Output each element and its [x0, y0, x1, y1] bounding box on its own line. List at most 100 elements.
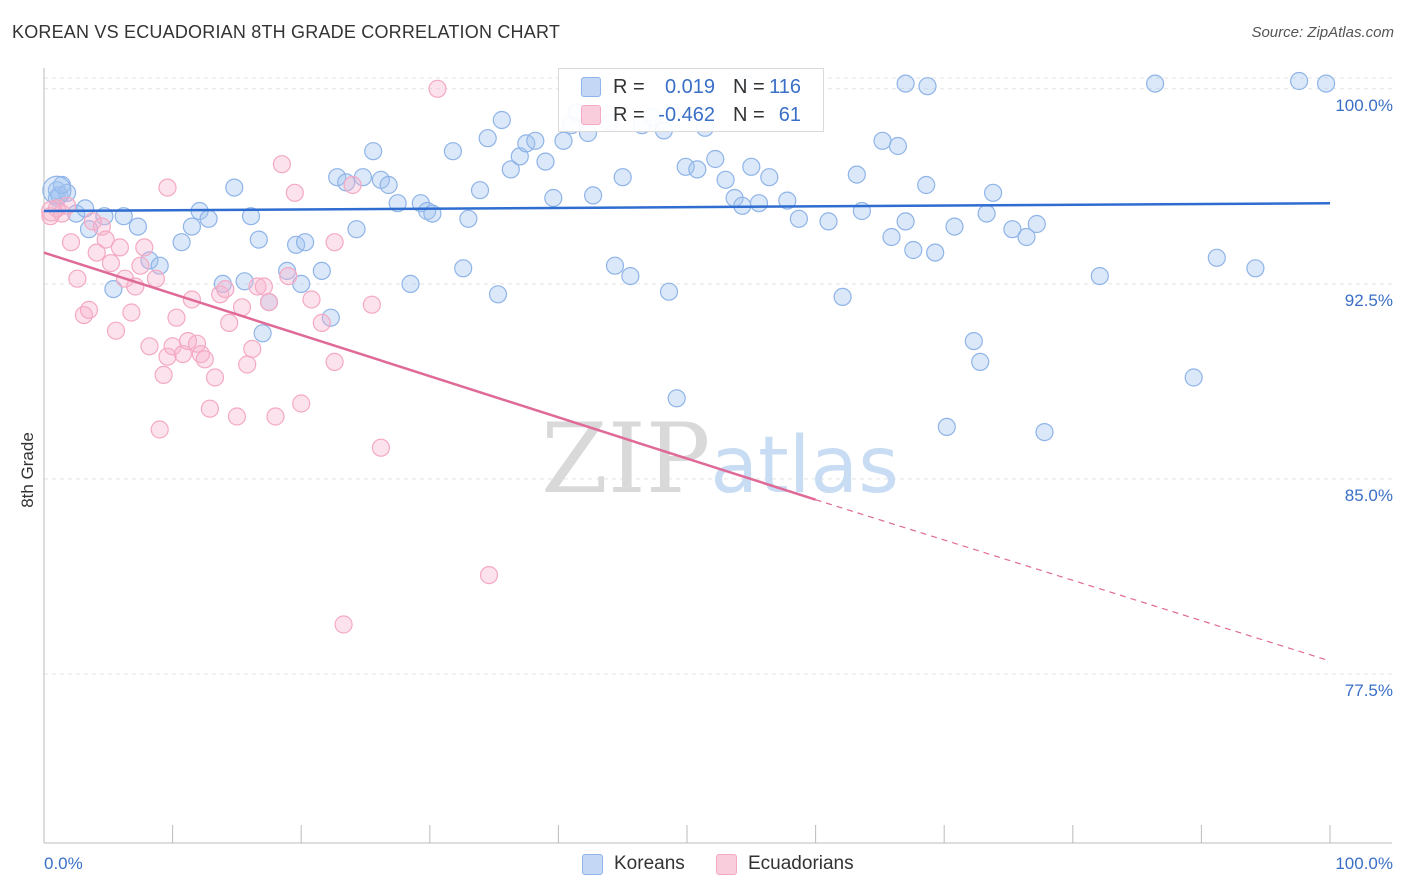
korean-point-76 [742, 157, 761, 176]
korean-point-28 [312, 261, 331, 280]
legend-row-ecuadorians: R = -0.462 N = 61 [559, 102, 823, 128]
korean-point-96 [977, 204, 996, 223]
korean-point-7 [95, 207, 114, 226]
ecuadorian-point-20 [140, 337, 159, 356]
ecuadorian-point-37 [220, 313, 239, 332]
ecuadorian-point-26 [167, 308, 186, 327]
x-tick-label-max: 100.0% [1335, 854, 1393, 873]
korean-point-34 [364, 142, 383, 161]
korean-point-63 [621, 267, 640, 286]
ecuadorian-point-18 [131, 256, 150, 275]
korean-point-95 [971, 352, 990, 371]
ecuadorian-point-59 [428, 79, 447, 98]
korean-r-value: 0.019 [664, 76, 715, 98]
ecuadorian-point-46 [272, 155, 291, 174]
korean-point-105 [1246, 259, 1265, 278]
korean-point-93 [945, 217, 964, 236]
ecuadorian-point-48 [285, 183, 304, 202]
ecuadorian-point-44 [259, 293, 279, 312]
ecuadorian-point-60 [158, 178, 177, 197]
ecuadorian-point-40 [238, 355, 257, 374]
watermark: ZIPatlas [541, 403, 899, 515]
ecuadorian-point-33 [200, 399, 219, 418]
ecuadorian-point-16 [122, 303, 141, 322]
ecuadorian-point-43 [254, 277, 273, 296]
ecuadorian-point-49 [292, 394, 311, 413]
ecuadorian-legend-label: Ecuadorians [748, 853, 854, 874]
ecuadorian-trend-line [43, 251, 816, 501]
korean-point-36 [379, 175, 398, 195]
korean-point-80 [789, 209, 809, 228]
ecuadorian-point-56 [362, 295, 381, 314]
ecuadorian-point-21 [146, 269, 165, 288]
korean-point-4 [67, 204, 86, 223]
korean-point-86 [882, 227, 901, 247]
korean-point-91 [926, 243, 945, 262]
korean-point-52 [526, 131, 545, 150]
korean-point-83 [847, 165, 866, 184]
stats-legend: R = 0.019 N = 116 R = -0.462 N = 61 [558, 68, 824, 132]
korean-point-20 [241, 207, 261, 226]
ecuadorian-point-42 [248, 277, 267, 296]
korean-point-87 [888, 136, 908, 156]
korean-point-100 [1027, 214, 1046, 234]
chart-title: KOREAN VS ECUADORIAN 8TH GRADE CORRELATI… [12, 22, 561, 42]
ecuadorian-trend-extension [815, 499, 1331, 662]
ecuadorian-r-value: -0.462 [658, 104, 715, 126]
n-label: N = [733, 104, 765, 126]
series-legend: Koreans Ecuadorians [0, 851, 1406, 877]
korean-point-72 [706, 149, 725, 169]
korean-point-97 [983, 183, 1003, 202]
korean-point-29 [321, 308, 340, 327]
ecuadorian-points [41, 79, 499, 634]
ecuadorian-point-58 [479, 565, 499, 585]
y-tick-label-0: 77.5% [1345, 681, 1393, 700]
korean-point-13 [172, 233, 191, 252]
korean-point-37 [388, 194, 407, 213]
ecuadorian-point-11 [96, 230, 115, 249]
korean-point-48 [492, 110, 511, 130]
korean-point-53 [536, 152, 555, 171]
ecuadorian-swatch [581, 105, 601, 125]
n-label: N = [733, 76, 765, 98]
ecuadorian-point-30 [187, 334, 207, 353]
ecuadorian-point-55 [343, 175, 362, 195]
axes [43, 68, 1392, 844]
korean-point-18 [225, 178, 244, 197]
ecuadorian-point-6 [74, 306, 94, 325]
korean-point-82 [833, 287, 852, 306]
korean-point-61 [605, 256, 625, 275]
korean-point-104 [1207, 248, 1226, 267]
trend-lines [43, 201, 1331, 662]
korean-point-101 [1035, 423, 1054, 442]
korean-point-30 [328, 168, 347, 187]
korean-point-88 [896, 212, 915, 231]
x-tick-label-min: 0.0% [44, 854, 83, 873]
korean-point-38 [401, 274, 420, 293]
korean-point-59 [583, 186, 603, 205]
korean-point-21 [249, 230, 268, 249]
ecuadorian-point-9 [87, 243, 106, 262]
korean-point-16 [199, 209, 218, 228]
korean-point-98 [1003, 220, 1022, 239]
ecuadorian-point-5 [68, 269, 87, 288]
korean-cluster-point [42, 175, 72, 205]
korean-point-89 [904, 240, 923, 260]
ecuadorian-point-45 [266, 407, 285, 426]
korean-point-44 [459, 209, 478, 228]
korean-point-90 [917, 175, 936, 195]
ecuadorian-point-35 [211, 285, 230, 304]
ecuadorian-n-value: 61 [778, 104, 801, 126]
korean-swatch [581, 77, 601, 97]
ecuadorian-point-14 [110, 238, 130, 257]
korean-point-73 [716, 170, 735, 189]
ecuadorian-point-41 [243, 339, 262, 358]
korean-point-92 [937, 417, 956, 436]
ecuadorian-point-19 [135, 238, 154, 257]
korean-point-78 [760, 168, 779, 187]
ecuadorian-point-22 [150, 420, 169, 439]
korean-point-10 [128, 217, 147, 236]
korean-point-108 [896, 74, 915, 93]
ecuadorian-point-52 [325, 233, 344, 252]
